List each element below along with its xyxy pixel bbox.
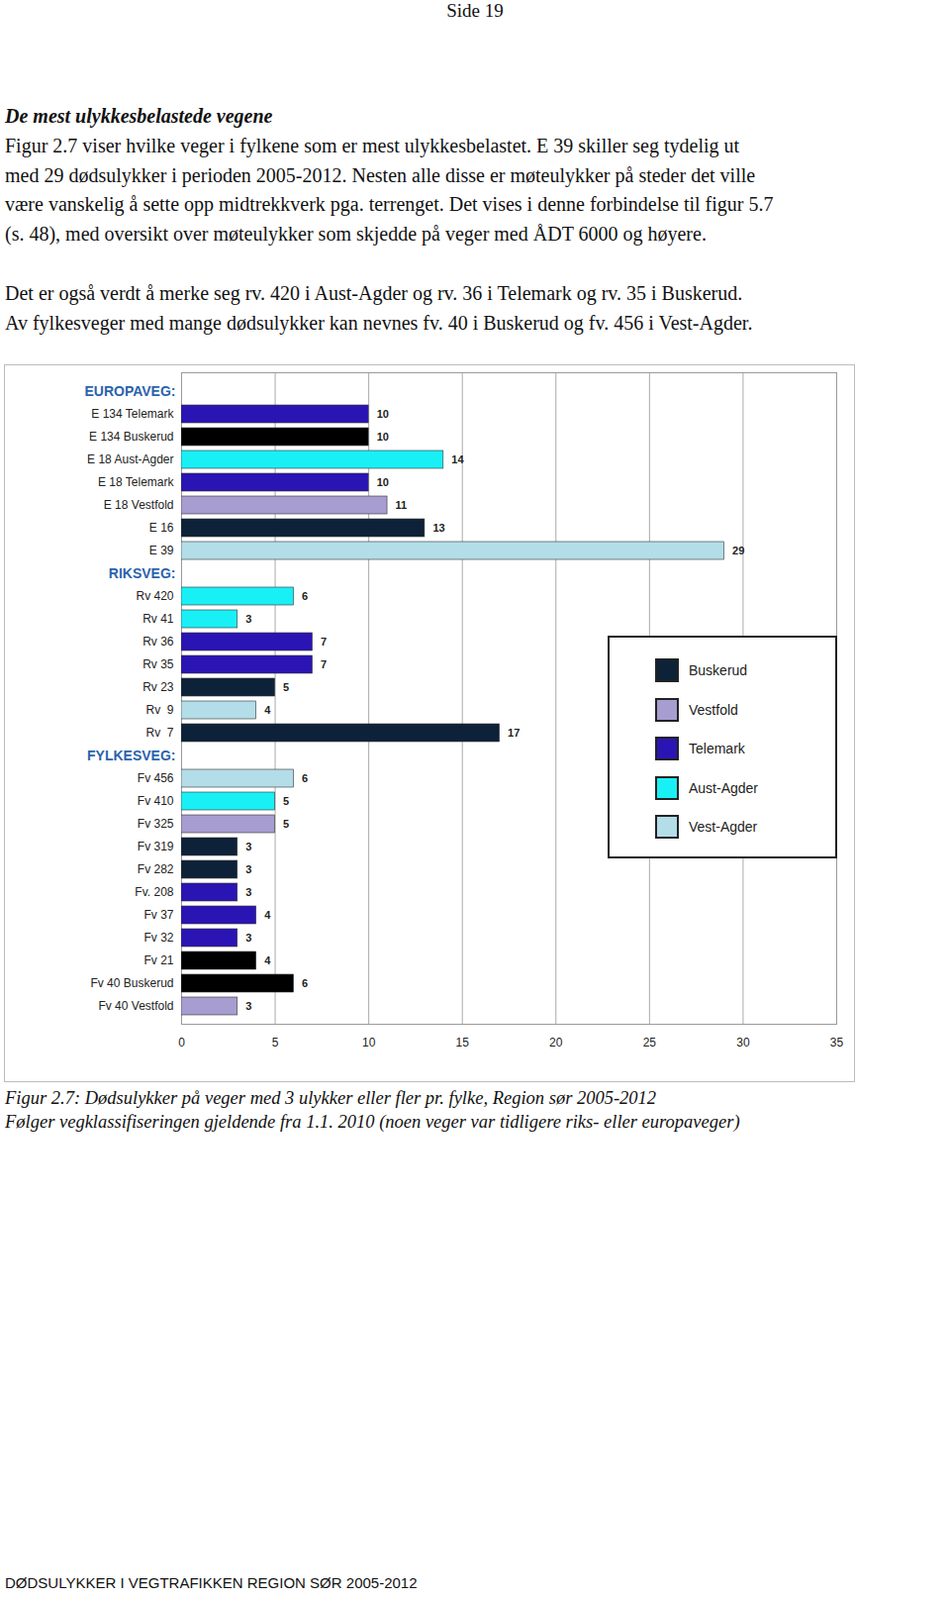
svg-text:10: 10 [362, 1035, 377, 1049]
svg-text:6: 6 [301, 771, 308, 784]
svg-text:5: 5 [283, 794, 289, 807]
svg-text:E 134 Telemark: E 134 Telemark [91, 406, 175, 421]
svg-text:15: 15 [456, 1035, 471, 1049]
svg-text:E 16: E 16 [149, 520, 175, 535]
svg-text:3: 3 [245, 840, 252, 853]
svg-text:FYLKESVEG:: FYLKESVEG: [87, 747, 176, 763]
svg-text:E 18 Aust-Agder: E 18 Aust-Agder [87, 452, 174, 467]
svg-text:Fv 319: Fv 319 [137, 839, 175, 854]
svg-text:Rv 23: Rv 23 [142, 679, 175, 694]
html-text:Figur 2.7: Dødsulykker på vege: Figur 2.7: Dødsulykker på veger med 3 ul… [4, 1087, 657, 1108]
html-text:Vest-Agder: Vest-Agder [688, 818, 758, 835]
html-text:DØDSULYKKER I VEGTRAFIKKEN REG: DØDSULYKKER I VEGTRAFIKKEN REGION SØR 20… [4, 1573, 418, 1591]
svg-text:Rv 35: Rv 35 [142, 657, 175, 671]
svg-text:10: 10 [377, 407, 389, 420]
svg-text:E 18 Vestfold: E 18 Vestfold [103, 497, 175, 512]
svg-text:Fv 325: Fv 325 [137, 816, 175, 831]
svg-text:Fv. 208: Fv. 208 [134, 884, 174, 899]
svg-text:Rv 36: Rv 36 [142, 634, 175, 649]
svg-text:Rv 420: Rv 420 [135, 588, 174, 603]
svg-text:35: 35 [830, 1035, 845, 1049]
svg-text:11: 11 [395, 498, 408, 511]
svg-text:EUROPAVEG:: EUROPAVEG: [84, 382, 176, 399]
svg-text:Fv 21: Fv 21 [143, 952, 174, 967]
svg-text:25: 25 [643, 1035, 658, 1049]
svg-text:3: 3 [245, 999, 252, 1012]
svg-text:4: 4 [264, 703, 272, 716]
svg-text:E 39: E 39 [149, 543, 175, 558]
svg-text:Rv 9: Rv 9 [145, 702, 174, 717]
svg-text:4: 4 [264, 953, 272, 966]
svg-text:10: 10 [377, 430, 389, 443]
svg-text:6: 6 [301, 976, 308, 989]
html-text:Figur 2.7 viser hvilke veger i: Figur 2.7 viser hvilke veger i fylkene s… [4, 134, 740, 157]
svg-text:14: 14 [451, 453, 465, 466]
html-text:Aust-Agder: Aust-Agder [688, 779, 759, 796]
html-text:Side 19: Side 19 [446, 0, 504, 21]
svg-text:4: 4 [264, 908, 272, 921]
svg-text:7: 7 [320, 635, 327, 648]
svg-text:E 18 Telemark: E 18 Telemark [97, 475, 175, 489]
html-text:(s. 48), med oversikt over møt: (s. 48), med oversikt over møteulykker s… [4, 222, 707, 244]
svg-text:Fv 410: Fv 410 [137, 793, 175, 808]
svg-text:5: 5 [283, 817, 289, 830]
html-text:De mest ulykkesbelastede vegen: De mest ulykkesbelastede vegene [4, 104, 273, 127]
svg-text:Fv 40 Buskerud: Fv 40 Buskerud [90, 975, 174, 990]
svg-text:RIKSVEG:: RIKSVEG: [108, 565, 177, 581]
svg-text:E 134 Buskerud: E 134 Buskerud [89, 429, 174, 444]
svg-text:0: 0 [178, 1035, 186, 1049]
svg-text:Fv 456: Fv 456 [137, 770, 175, 785]
html-text:Av fylkesveger med mange dødsu: Av fylkesveger med mange dødsulykker kan… [4, 311, 753, 333]
svg-text:6: 6 [301, 589, 308, 602]
svg-text:Fv 282: Fv 282 [137, 861, 175, 876]
html-text:Det er også verdt å merke seg: Det er også verdt å merke seg rv. 420 i … [4, 282, 743, 304]
svg-text:20: 20 [549, 1035, 564, 1049]
svg-text:13: 13 [432, 521, 445, 534]
svg-text:Fv 32: Fv 32 [143, 930, 174, 945]
html-text:Følger vegklassifiseringen gje: Følger vegklassifiseringen gjeldende fra… [4, 1111, 740, 1132]
svg-text:3: 3 [245, 862, 252, 875]
svg-text:29: 29 [732, 544, 745, 557]
svg-text:Fv 40 Vestfold: Fv 40 Vestfold [97, 998, 174, 1013]
svg-text:5: 5 [283, 680, 289, 693]
svg-text:30: 30 [736, 1035, 751, 1049]
html-text:Telemark: Telemark [688, 740, 745, 757]
svg-text:17: 17 [507, 726, 520, 739]
svg-text:10: 10 [377, 475, 389, 488]
html-text:være vanskelig å sette opp mid: være vanskelig å sette opp midtrekkverk … [4, 192, 774, 215]
svg-text:Rv 41: Rv 41 [142, 611, 175, 626]
svg-text:3: 3 [245, 885, 252, 898]
svg-text:3: 3 [245, 612, 252, 625]
svg-text:5: 5 [272, 1035, 280, 1049]
svg-text:3: 3 [245, 931, 252, 944]
html-text:med 29 dødsulykker i perioden: med 29 dødsulykker i perioden 2005-2012.… [4, 163, 756, 186]
html-text:Vestfold: Vestfold [688, 701, 739, 717]
svg-text:Rv 7: Rv 7 [145, 725, 174, 740]
html-text:Buskerud: Buskerud [688, 662, 748, 678]
svg-text:Fv 37: Fv 37 [143, 907, 174, 922]
svg-text:7: 7 [320, 658, 327, 670]
